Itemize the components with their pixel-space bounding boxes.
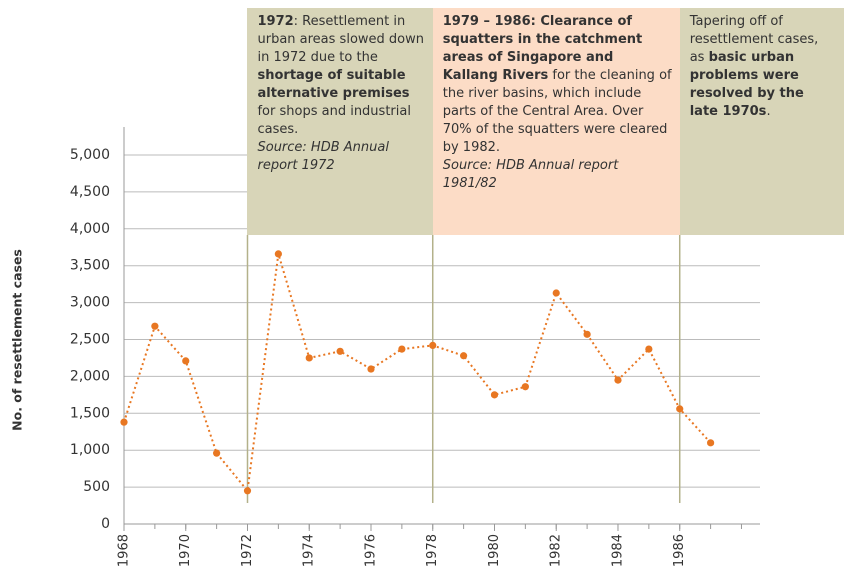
data-point <box>367 365 375 373</box>
annotation-text: for shops and industrial cases. <box>257 104 411 137</box>
data-point <box>243 487 252 495</box>
data-point <box>305 354 313 362</box>
y-tick-label: 0 <box>101 516 110 532</box>
data-point <box>151 322 159 330</box>
x-tick-label: 1970 <box>178 534 193 567</box>
data-point <box>398 345 406 353</box>
data-point <box>583 330 591 338</box>
x-tick-label: 1968 <box>117 534 132 567</box>
annotation-text: : Resettlement in urban areas slowed dow… <box>257 14 424 65</box>
x-tick-label: 1986 <box>672 534 687 567</box>
y-tick-label: 3,000 <box>70 295 110 311</box>
data-line <box>123 253 712 494</box>
y-tick-label: 500 <box>83 479 110 495</box>
data-point <box>213 449 221 457</box>
y-tick-label: 1,000 <box>70 442 110 458</box>
y-tick-label: 1,500 <box>70 405 110 421</box>
data-point <box>490 391 499 399</box>
annotation-text: . <box>766 104 771 119</box>
x-tick-label: 1980 <box>487 534 502 567</box>
annotation-text: for the cleaning of the river basins, wh… <box>442 68 672 155</box>
y-tick-label: 2,500 <box>70 332 110 348</box>
data-point <box>676 405 684 413</box>
data-point <box>614 376 622 384</box>
x-tick-label: 1978 <box>425 534 440 567</box>
annotation-box: 1972: Resettlement in urban areas slowed… <box>247 8 433 235</box>
data-point <box>552 289 560 297</box>
y-tick-label: 5,000 <box>70 147 110 163</box>
data-point <box>336 347 344 355</box>
y-tick-label: 3,500 <box>70 258 110 274</box>
data-point <box>429 341 437 350</box>
data-point <box>521 383 529 391</box>
y-tick-label: 4,000 <box>70 221 110 237</box>
annotation-text: Tapering off of resettlement cases, as <box>689 14 819 65</box>
data-point <box>707 439 715 447</box>
y-axis-label: No. of resettlement cases <box>10 249 25 431</box>
annotation-text: Source: HDB Annual report 1972 <box>257 140 389 173</box>
x-tick-label: 1972 <box>240 534 255 567</box>
annotation-box: 1979 – 1986: Clearance of squatters in t… <box>432 8 680 235</box>
x-tick-label: 1974 <box>302 534 317 567</box>
data-point <box>274 250 282 258</box>
data-point <box>182 357 190 365</box>
data-point <box>645 345 653 353</box>
y-tick-label: 2,000 <box>70 368 110 384</box>
annotation-box: Tapering off of resettlement cases, as b… <box>679 8 844 235</box>
data-point <box>460 352 468 360</box>
annotation-text: 1979 – 1986: Clearance of squatters in t… <box>442 14 643 83</box>
annotation-text: basic urban problems were resolved by th… <box>689 50 804 119</box>
annotation-text: shortage of suitable alternative premise… <box>257 68 410 101</box>
x-tick-label: 1982 <box>549 534 564 567</box>
annotation-text: 1972 <box>257 14 294 29</box>
y-tick-label: 4,500 <box>70 184 110 200</box>
data-point <box>120 418 128 426</box>
annotation-text: Source: HDB Annual report 1981/82 <box>442 158 619 191</box>
x-tick-label: 1976 <box>363 534 378 567</box>
x-tick-label: 1984 <box>610 534 625 567</box>
